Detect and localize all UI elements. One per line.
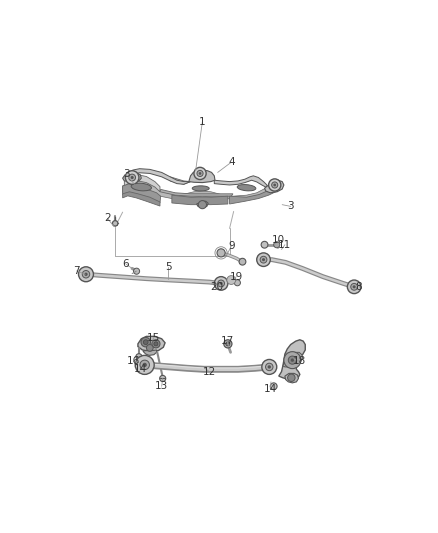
- Circle shape: [135, 356, 154, 374]
- Circle shape: [199, 172, 201, 175]
- Circle shape: [257, 253, 270, 266]
- Polygon shape: [265, 180, 284, 193]
- Circle shape: [154, 342, 158, 346]
- Polygon shape: [170, 177, 191, 184]
- Circle shape: [214, 277, 228, 290]
- Circle shape: [198, 200, 206, 209]
- Circle shape: [260, 256, 267, 263]
- Circle shape: [197, 171, 203, 176]
- Text: 15: 15: [147, 333, 160, 343]
- Circle shape: [284, 352, 301, 369]
- Circle shape: [218, 280, 225, 287]
- Text: 13: 13: [155, 381, 168, 391]
- Polygon shape: [123, 180, 277, 199]
- Ellipse shape: [237, 184, 256, 191]
- Polygon shape: [214, 176, 267, 188]
- Circle shape: [84, 272, 88, 276]
- Circle shape: [131, 176, 134, 179]
- Circle shape: [78, 267, 93, 282]
- Text: 10: 10: [272, 235, 285, 245]
- Text: 8: 8: [355, 282, 362, 292]
- Circle shape: [262, 359, 277, 374]
- Polygon shape: [189, 170, 215, 183]
- Text: 17: 17: [221, 336, 234, 346]
- Polygon shape: [123, 192, 160, 206]
- Circle shape: [272, 182, 278, 188]
- Circle shape: [140, 360, 149, 370]
- Circle shape: [194, 167, 206, 180]
- Circle shape: [268, 365, 271, 369]
- Polygon shape: [230, 187, 278, 204]
- Text: 1: 1: [199, 117, 206, 126]
- Text: 7: 7: [74, 266, 80, 276]
- Polygon shape: [123, 184, 161, 203]
- Circle shape: [353, 285, 356, 288]
- Text: 6: 6: [123, 259, 129, 269]
- Circle shape: [143, 340, 148, 344]
- Polygon shape: [285, 374, 298, 383]
- Circle shape: [113, 221, 118, 226]
- Circle shape: [239, 259, 246, 265]
- Circle shape: [265, 363, 273, 370]
- Text: 2: 2: [104, 213, 111, 223]
- Polygon shape: [279, 340, 305, 379]
- Circle shape: [142, 363, 147, 367]
- Polygon shape: [130, 168, 191, 184]
- Text: 20: 20: [210, 282, 223, 292]
- Text: 3: 3: [287, 201, 294, 212]
- Text: 12: 12: [202, 367, 216, 377]
- Circle shape: [262, 258, 265, 261]
- Circle shape: [227, 276, 236, 285]
- Ellipse shape: [131, 183, 152, 191]
- Polygon shape: [138, 336, 165, 351]
- Polygon shape: [143, 350, 156, 356]
- Circle shape: [219, 282, 223, 285]
- Text: 16: 16: [127, 357, 140, 367]
- Text: 4: 4: [228, 157, 235, 167]
- Circle shape: [217, 249, 225, 257]
- Circle shape: [273, 183, 276, 187]
- Circle shape: [125, 171, 139, 184]
- Circle shape: [351, 284, 357, 290]
- Circle shape: [136, 354, 142, 360]
- Polygon shape: [123, 172, 141, 182]
- Circle shape: [270, 383, 277, 390]
- Circle shape: [224, 340, 232, 348]
- Text: 3: 3: [123, 169, 129, 179]
- Circle shape: [288, 374, 295, 382]
- Polygon shape: [160, 189, 233, 196]
- Circle shape: [134, 268, 140, 274]
- Circle shape: [291, 358, 294, 362]
- Ellipse shape: [192, 186, 209, 191]
- Text: 19: 19: [230, 272, 243, 281]
- Text: 14: 14: [134, 364, 147, 374]
- Circle shape: [234, 280, 240, 286]
- Circle shape: [129, 174, 135, 181]
- Text: 5: 5: [165, 262, 172, 272]
- Circle shape: [347, 280, 361, 294]
- Circle shape: [152, 340, 160, 348]
- Polygon shape: [172, 195, 228, 205]
- Circle shape: [159, 375, 166, 382]
- Text: 18: 18: [293, 357, 307, 367]
- Circle shape: [82, 271, 90, 278]
- Circle shape: [274, 241, 280, 248]
- Circle shape: [141, 337, 151, 347]
- Text: 9: 9: [228, 241, 235, 251]
- Circle shape: [268, 179, 281, 191]
- Text: 11: 11: [278, 240, 292, 250]
- Polygon shape: [283, 352, 303, 367]
- Circle shape: [288, 356, 297, 364]
- Circle shape: [146, 344, 153, 351]
- Circle shape: [261, 241, 268, 248]
- Text: 14: 14: [264, 384, 277, 394]
- Polygon shape: [124, 175, 160, 192]
- Polygon shape: [197, 201, 208, 208]
- Circle shape: [226, 342, 230, 346]
